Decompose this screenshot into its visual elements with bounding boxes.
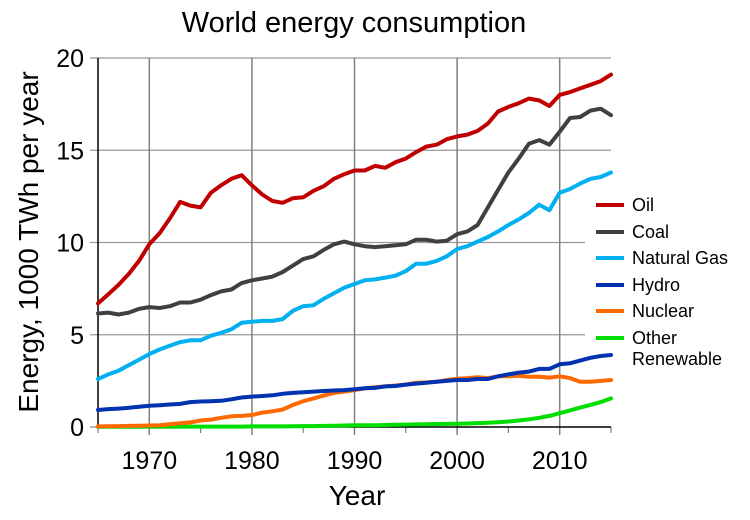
y-tick-label: 10 [56,230,84,258]
legend-item-hydro: Hydro [596,275,680,295]
legend-label: Oil [632,195,654,215]
series-lines [96,72,613,429]
legend-item-natural-gas: Natural Gas [596,248,728,268]
y-tick-label: 5 [70,322,84,350]
x-tick-label: 2010 [532,447,588,475]
legend-item-nuclear: Nuclear [596,301,694,321]
legend-label: Nuclear [632,301,694,321]
x-tick-label: 1970 [121,447,177,475]
series-line-natural-gas [96,170,613,381]
legend-label: Other [632,328,677,348]
series-line-oil [96,72,613,306]
legend-label: Renewable [632,349,722,369]
y-tick-label: 20 [56,45,84,73]
series-line-hydro [96,353,613,412]
legend: Oil Coal Natural Gas Hydro Nuclear OtherRenew… [596,195,728,369]
y-tick-label: 0 [70,414,84,442]
y-axis-label: Energy, 1000 TWh per year [13,71,44,412]
x-axis-label: Year [329,480,386,511]
series-line-coal [96,106,613,317]
tick-labels: 0 5 10 15 20 1970 1980 1990 2000 2010 [56,45,587,475]
x-tick-label: 2000 [429,447,485,475]
series-line-other-renewable [96,396,613,429]
x-tick-label: 1990 [327,447,383,475]
x-tick-label: 1980 [224,447,280,475]
y-tick-label: 15 [56,137,84,165]
chart-title: World energy consumption [182,7,526,39]
legend-item-oil: Oil [596,195,654,215]
legend-label: Coal [632,222,669,242]
legend-label: Hydro [632,275,680,295]
legend-label: Natural Gas [632,248,728,268]
legend-item-coal: Coal [596,222,669,242]
